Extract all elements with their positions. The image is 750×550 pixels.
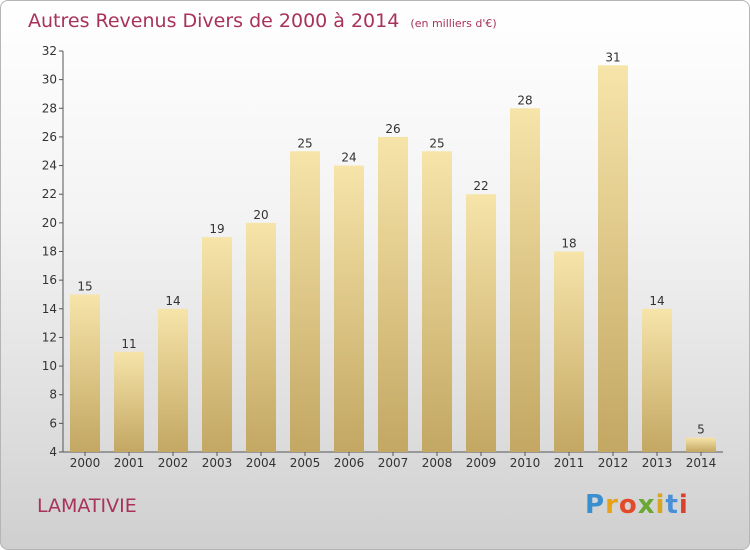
bar-value-label: 14 xyxy=(165,294,180,308)
x-tick-label: 2006 xyxy=(334,456,365,470)
x-tick-label: 2001 xyxy=(114,456,145,470)
bar-value-label: 14 xyxy=(649,294,664,308)
x-tick-label: 2005 xyxy=(290,456,321,470)
bar-value-label: 11 xyxy=(121,337,136,351)
bar-value-label: 26 xyxy=(385,122,400,136)
bar xyxy=(642,308,672,452)
logo-letter: t xyxy=(665,490,679,520)
x-tick-label: 2004 xyxy=(246,456,277,470)
bar xyxy=(598,65,628,453)
bar-value-label: 20 xyxy=(253,208,268,222)
y-tick-label: 24 xyxy=(42,159,57,173)
bar xyxy=(422,151,452,452)
bar xyxy=(334,165,364,453)
proxiti-logo: Proxiti xyxy=(585,490,689,520)
logo-letter: o xyxy=(618,490,638,520)
y-tick-label: 16 xyxy=(42,273,57,287)
x-tick-label: 2000 xyxy=(70,456,101,470)
y-tick-label: 20 xyxy=(42,216,57,230)
y-tick-label: 10 xyxy=(42,359,57,373)
y-tick-label: 28 xyxy=(42,101,57,115)
x-tick-label: 2010 xyxy=(510,456,541,470)
logo-letter: i xyxy=(678,490,689,520)
y-tick-label: 30 xyxy=(42,73,57,87)
y-tick-label: 8 xyxy=(49,388,57,402)
bar-value-label: 25 xyxy=(297,136,312,150)
bar-value-label: 15 xyxy=(77,279,92,293)
x-tick-label: 2013 xyxy=(642,456,673,470)
bar-value-label: 24 xyxy=(341,151,356,165)
bar-value-label: 22 xyxy=(473,179,488,193)
x-tick-label: 2012 xyxy=(598,456,629,470)
bar-value-label: 5 xyxy=(697,423,705,437)
y-tick-label: 18 xyxy=(42,245,57,259)
bar xyxy=(510,108,540,453)
x-tick-label: 2014 xyxy=(686,456,717,470)
y-tick-label: 22 xyxy=(42,187,57,201)
bars: 15 11 14 19 20 25 24 26 25 22 28 18 31 14 5 xyxy=(70,50,716,453)
x-tick-label: 2008 xyxy=(422,456,453,470)
bar-value-label: 25 xyxy=(429,136,444,150)
bar xyxy=(686,437,716,452)
bar xyxy=(158,308,188,452)
bar-value-label: 31 xyxy=(605,50,620,64)
logo-letter: x xyxy=(637,490,656,520)
chart-unit: (en milliers d'€) xyxy=(410,17,497,30)
logo-letter: P xyxy=(585,490,606,520)
bar xyxy=(290,151,320,452)
y-tick-label: 26 xyxy=(42,130,57,144)
bar-value-label: 28 xyxy=(517,93,532,107)
x-tick-label: 2003 xyxy=(202,456,233,470)
commune-name: LAMATIVIE xyxy=(37,495,137,517)
chart-title-block: Autres Revenus Divers de 2000 à 2014 (en… xyxy=(28,10,497,32)
chart-title: Autres Revenus Divers de 2000 à 2014 xyxy=(28,10,400,32)
y-tick-label: 14 xyxy=(42,302,57,316)
x-tick-label: 2007 xyxy=(378,456,409,470)
bar xyxy=(70,294,100,452)
y-tick-label: 32 xyxy=(42,44,57,58)
logo-letter: r xyxy=(605,490,619,520)
logo-letter: i xyxy=(655,490,666,520)
y-tick-label: 12 xyxy=(42,330,57,344)
bar-value-label: 18 xyxy=(561,237,576,251)
bar xyxy=(378,136,408,452)
x-tick-label: 2009 xyxy=(466,456,497,470)
bar xyxy=(114,351,144,452)
bar xyxy=(554,251,584,452)
bar xyxy=(246,222,276,452)
x-tick-label: 2002 xyxy=(158,456,189,470)
bar xyxy=(202,237,232,452)
bar-value-label: 19 xyxy=(209,222,224,236)
bar xyxy=(466,194,496,452)
x-tick-label: 2011 xyxy=(554,456,585,470)
y-tick-label: 4 xyxy=(49,445,57,459)
y-tick-label: 6 xyxy=(49,416,57,430)
